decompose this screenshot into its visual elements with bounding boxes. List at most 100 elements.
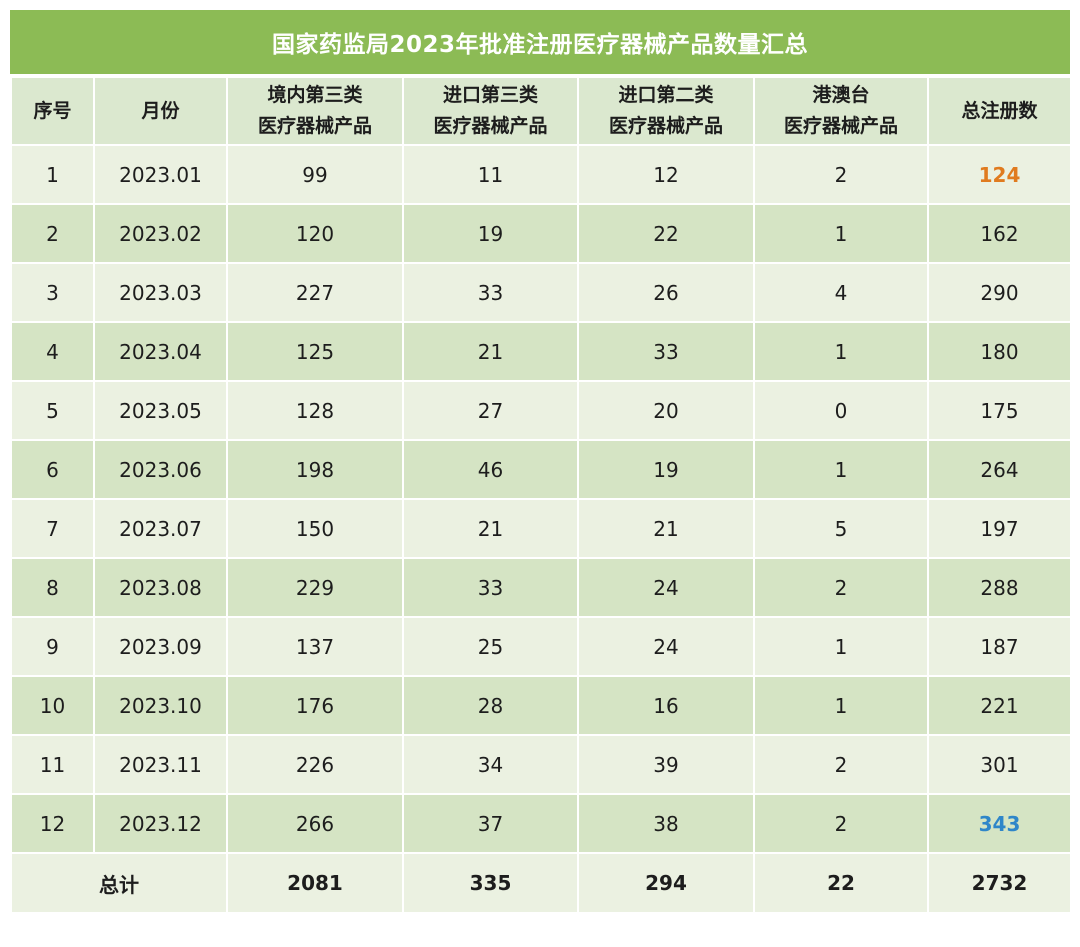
cell-hkmt: 0: [753, 380, 929, 441]
header-index: 序号: [10, 76, 95, 146]
cell-month: 2023.12: [93, 793, 228, 854]
cell-domestic-class3: 128: [226, 380, 404, 441]
cell-total-min-highlight: 124: [927, 144, 1072, 205]
cell-import-class2: 24: [577, 557, 755, 618]
cell-import-class2: 38: [577, 793, 755, 854]
table-row: 1 2023.01 99 11 12 2 124: [10, 144, 1072, 205]
cell-domestic-class3: 198: [226, 439, 404, 500]
cell-import-class3: 28: [402, 675, 579, 736]
cell-total: 187: [927, 616, 1072, 677]
header-hkmt: 港澳台 医疗器械产品: [753, 76, 929, 146]
cell-total: 301: [927, 734, 1072, 795]
cell-total: 264: [927, 439, 1072, 500]
footer-label: 总计: [10, 852, 228, 914]
header-import-class3-line1: 进口第三类: [442, 84, 538, 106]
cell-index: 6: [10, 439, 95, 500]
table-row: 7 2023.07 150 21 21 5 197: [10, 498, 1072, 559]
cell-domestic-class3: 266: [226, 793, 404, 854]
table-row: 3 2023.03 227 33 26 4 290: [10, 262, 1072, 323]
cell-import-class2: 16: [577, 675, 755, 736]
cell-import-class2: 33: [577, 321, 755, 382]
cell-index: 7: [10, 498, 95, 559]
cell-index: 2: [10, 203, 95, 264]
cell-domestic-class3: 120: [226, 203, 404, 264]
footer-import-class3: 335: [402, 852, 579, 914]
cell-import-class3: 46: [402, 439, 579, 500]
cell-hkmt: 1: [753, 321, 929, 382]
cell-index: 12: [10, 793, 95, 854]
table-row: 12 2023.12 266 37 38 2 343: [10, 793, 1072, 854]
cell-import-class2: 39: [577, 734, 755, 795]
cell-index: 4: [10, 321, 95, 382]
total-row: 总计 2081 335 294 22 2732: [10, 852, 1072, 914]
cell-import-class2: 19: [577, 439, 755, 500]
header-hkmt-line1: 港澳台: [812, 84, 870, 106]
cell-hkmt: 2: [753, 144, 929, 205]
cell-domestic-class3: 125: [226, 321, 404, 382]
cell-import-class2: 12: [577, 144, 755, 205]
cell-import-class3: 33: [402, 557, 579, 618]
cell-domestic-class3: 137: [226, 616, 404, 677]
cell-import-class2: 26: [577, 262, 755, 323]
cell-import-class3: 19: [402, 203, 579, 264]
table-header: 序号 月份 境内第三类 医疗器械产品 进口第三类 医疗器械产品 进口第二类 医疗…: [10, 76, 1072, 146]
cell-total: 288: [927, 557, 1072, 618]
cell-month: 2023.06: [93, 439, 228, 500]
cell-index: 9: [10, 616, 95, 677]
cell-index: 3: [10, 262, 95, 323]
header-import-class3: 进口第三类 医疗器械产品: [402, 76, 579, 146]
cell-month: 2023.03: [93, 262, 228, 323]
cell-month: 2023.04: [93, 321, 228, 382]
cell-hkmt: 5: [753, 498, 929, 559]
cell-import-class3: 21: [402, 321, 579, 382]
cell-index: 1: [10, 144, 95, 205]
cell-month: 2023.10: [93, 675, 228, 736]
summary-table-container: 国家药监局2023年批准注册医疗器械产品数量汇总 序号 月份 境内第三类 医疗器…: [10, 10, 1072, 938]
header-import-class3-line2: 医疗器械产品: [433, 115, 548, 137]
header-hkmt-line2: 医疗器械产品: [783, 115, 898, 137]
table-row: 5 2023.05 128 27 20 0 175: [10, 380, 1072, 441]
cell-import-class3: 33: [402, 262, 579, 323]
header-import-class2-line2: 医疗器械产品: [608, 115, 723, 137]
footer-total: 2732: [927, 852, 1072, 914]
table-footer: 总计 2081 335 294 22 2732: [10, 852, 1072, 914]
table-row: 11 2023.11 226 34 39 2 301: [10, 734, 1072, 795]
cell-import-class2: 21: [577, 498, 755, 559]
header-row: 序号 月份 境内第三类 医疗器械产品 进口第三类 医疗器械产品 进口第二类 医疗…: [10, 76, 1072, 146]
cell-import-class2: 22: [577, 203, 755, 264]
cell-domestic-class3: 176: [226, 675, 404, 736]
cell-total: 290: [927, 262, 1072, 323]
cell-total: 162: [927, 203, 1072, 264]
table-row: 6 2023.06 198 46 19 1 264: [10, 439, 1072, 500]
cell-month: 2023.11: [93, 734, 228, 795]
cell-import-class3: 27: [402, 380, 579, 441]
cell-hkmt: 1: [753, 675, 929, 736]
footer-domestic-class3: 2081: [226, 852, 404, 914]
cell-month: 2023.08: [93, 557, 228, 618]
cell-hkmt: 1: [753, 203, 929, 264]
cell-month: 2023.01: [93, 144, 228, 205]
cell-domestic-class3: 226: [226, 734, 404, 795]
cell-domestic-class3: 99: [226, 144, 404, 205]
table-row: 10 2023.10 176 28 16 1 221: [10, 675, 1072, 736]
cell-hkmt: 2: [753, 734, 929, 795]
cell-index: 8: [10, 557, 95, 618]
cell-total: 197: [927, 498, 1072, 559]
table-row: 8 2023.08 229 33 24 2 288: [10, 557, 1072, 618]
header-domestic-class3-line1: 境内第三类: [267, 84, 363, 106]
registration-table: 序号 月份 境内第三类 医疗器械产品 进口第三类 医疗器械产品 进口第二类 医疗…: [10, 76, 1072, 914]
cell-month: 2023.02: [93, 203, 228, 264]
cell-total-max-highlight: 343: [927, 793, 1072, 854]
cell-total: 221: [927, 675, 1072, 736]
cell-total: 175: [927, 380, 1072, 441]
cell-month: 2023.09: [93, 616, 228, 677]
cell-hkmt: 2: [753, 793, 929, 854]
cell-month: 2023.07: [93, 498, 228, 559]
cell-index: 10: [10, 675, 95, 736]
header-domestic-class3-line2: 医疗器械产品: [257, 115, 372, 137]
cell-import-class3: 34: [402, 734, 579, 795]
cell-import-class2: 20: [577, 380, 755, 441]
cell-month: 2023.05: [93, 380, 228, 441]
cell-hkmt: 1: [753, 616, 929, 677]
cell-hkmt: 4: [753, 262, 929, 323]
